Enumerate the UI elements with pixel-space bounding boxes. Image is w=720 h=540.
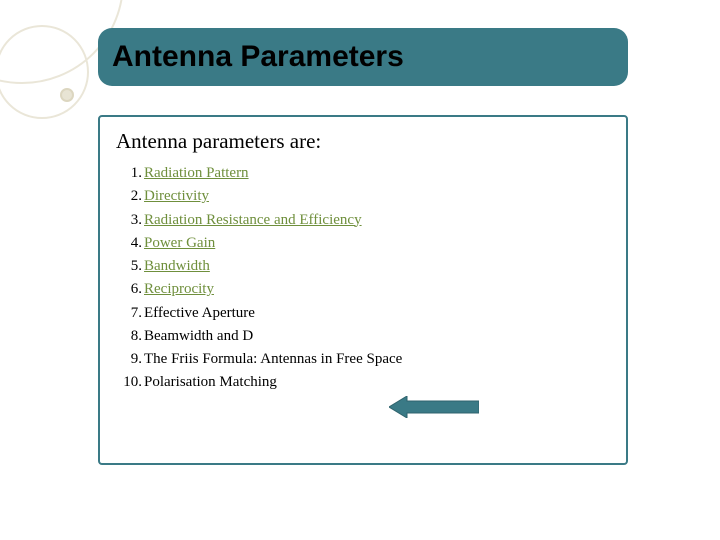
list-item: 1.Radiation Pattern bbox=[116, 162, 610, 185]
arrow-icon bbox=[389, 396, 479, 418]
list-item-text: Beamwidth and D bbox=[142, 325, 253, 348]
list-item-link[interactable]: Directivity bbox=[142, 185, 209, 208]
list-item-number: 6. bbox=[116, 278, 142, 301]
slide-title: Antenna Parameters bbox=[112, 40, 404, 74]
list-item: 8.Beamwidth and D bbox=[116, 325, 610, 348]
list-item-number: 4. bbox=[116, 232, 142, 255]
slide-title-pill: Antenna Parameters bbox=[98, 28, 628, 86]
list-item-text: Effective Aperture bbox=[142, 302, 255, 325]
decorative-circle-small bbox=[0, 25, 89, 119]
list-item-link[interactable]: Bandwidth bbox=[142, 255, 210, 278]
list-item-number: 10. bbox=[116, 371, 142, 394]
list-item: 7.Effective Aperture bbox=[116, 302, 610, 325]
list-item: 3.Radiation Resistance and Efficiency bbox=[116, 209, 610, 232]
list-item-link[interactable]: Radiation Resistance and Efficiency bbox=[142, 209, 362, 232]
list-item: 6.Reciprocity bbox=[116, 278, 610, 301]
list-item-number: 3. bbox=[116, 209, 142, 232]
list-item-number: 2. bbox=[116, 185, 142, 208]
list-item-number: 1. bbox=[116, 162, 142, 185]
list-item-link[interactable]: Power Gain bbox=[142, 232, 215, 255]
decorative-dot bbox=[60, 88, 74, 102]
list-item-text: The Friis Formula: Antennas in Free Spac… bbox=[142, 348, 402, 371]
list-item-link[interactable]: Radiation Pattern bbox=[142, 162, 249, 185]
list-item: 10.Polarisation Matching bbox=[116, 371, 610, 394]
list-item-text: Polarisation Matching bbox=[142, 371, 277, 394]
content-subtitle: Antenna parameters are: bbox=[116, 129, 610, 154]
list-item-number: 7. bbox=[116, 302, 142, 325]
list-item: 5.Bandwidth bbox=[116, 255, 610, 278]
list-item-link[interactable]: Reciprocity bbox=[142, 278, 214, 301]
list-item-number: 8. bbox=[116, 325, 142, 348]
items-list: 1.Radiation Pattern2.Directivity3.Radiat… bbox=[116, 162, 610, 395]
list-item: 9.The Friis Formula: Antennas in Free Sp… bbox=[116, 348, 610, 371]
list-item-number: 9. bbox=[116, 348, 142, 371]
content-box: Antenna parameters are: 1.Radiation Patt… bbox=[98, 115, 628, 465]
list-item: 2.Directivity bbox=[116, 185, 610, 208]
list-item: 4.Power Gain bbox=[116, 232, 610, 255]
list-item-number: 5. bbox=[116, 255, 142, 278]
